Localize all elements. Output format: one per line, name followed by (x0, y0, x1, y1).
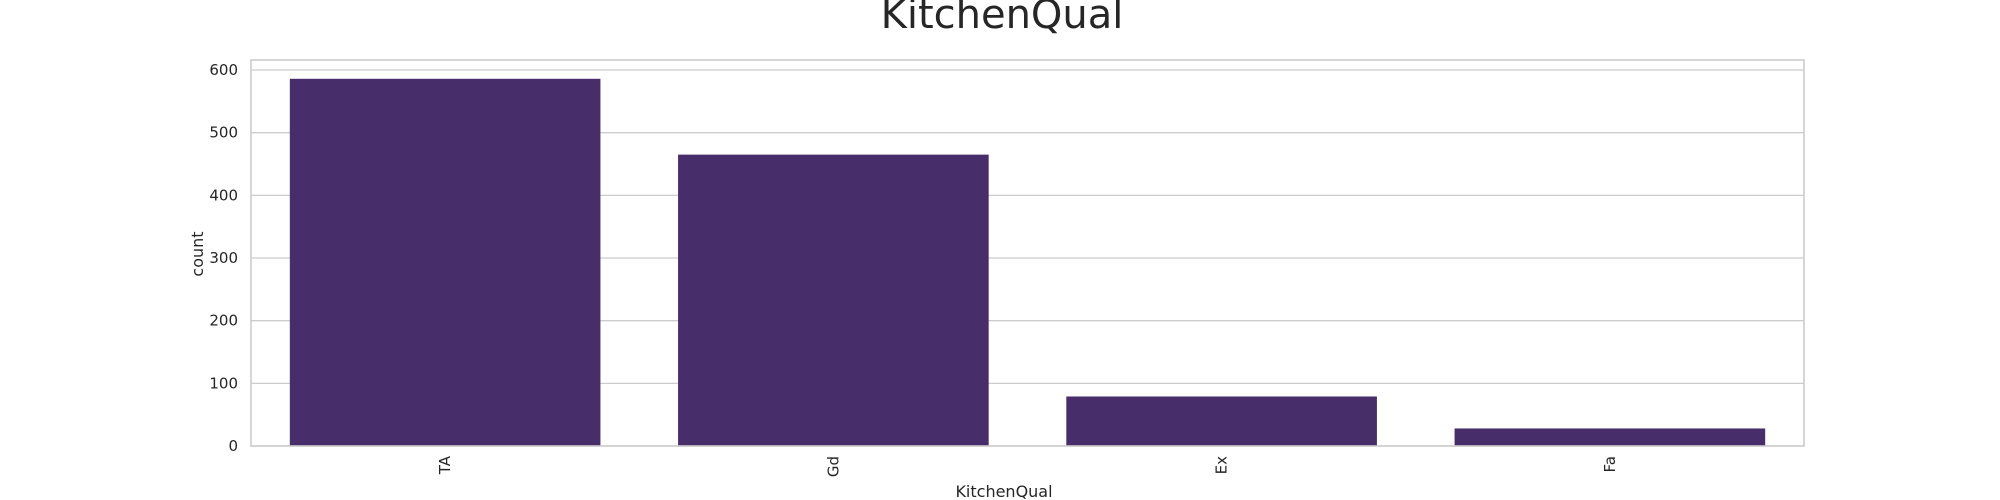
x-tick-label: Ex (1213, 456, 1231, 474)
x-tick-label: Gd (824, 456, 842, 477)
x-tick-label: TA (436, 455, 454, 475)
y-tick-label: 400 (209, 186, 238, 204)
bar-gd (678, 154, 989, 447)
y-tick-label: 200 (209, 312, 238, 330)
y-axis-label: count (188, 231, 207, 276)
y-tick-label: 600 (209, 61, 238, 79)
x-tick-label: Fa (1601, 456, 1619, 472)
y-tick-label: 100 (209, 374, 238, 392)
x-axis-label: KitchenQual (955, 482, 1052, 500)
bar-ex (1066, 396, 1377, 446)
chart-title: KitchenQual (881, 0, 1124, 38)
bar-fa (1454, 428, 1766, 446)
plot-frame (250, 59, 1805, 447)
bar-ta (289, 78, 601, 446)
bars (289, 78, 1766, 447)
y-tick-label: 300 (209, 249, 238, 267)
y-tick-label: 0 (228, 437, 238, 455)
x-tick-labels: TA Gd Ex Fa (436, 455, 1619, 477)
y-tick-label: 500 (209, 124, 238, 142)
y-tick-labels: 0 100 200 300 400 500 600 (209, 61, 238, 455)
